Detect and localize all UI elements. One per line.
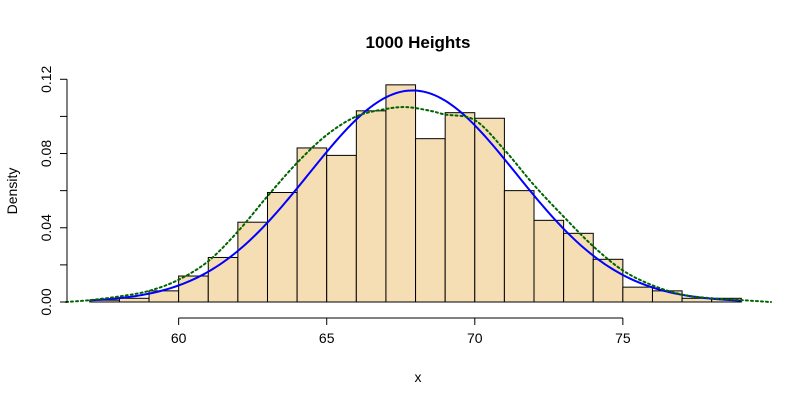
y-axis-label: Density bbox=[4, 168, 20, 215]
x-tick-label: 65 bbox=[319, 330, 335, 346]
chart-title: 1000 Heights bbox=[366, 33, 471, 52]
histogram-bar bbox=[118, 297, 150, 303]
histogram-bar bbox=[415, 138, 446, 303]
histogram-bar bbox=[237, 221, 268, 303]
histogram-bar bbox=[533, 219, 565, 303]
y-tick-label: 0.04 bbox=[38, 214, 54, 241]
histogram-bar bbox=[444, 112, 476, 303]
density-estimate-line bbox=[65, 106, 772, 303]
histogram-bar bbox=[563, 232, 594, 303]
x-tick-label: 70 bbox=[467, 330, 483, 346]
histogram-bar bbox=[503, 190, 535, 303]
y-tick-label: 0.00 bbox=[38, 288, 54, 315]
histogram-bar bbox=[326, 154, 357, 303]
curves-group bbox=[65, 89, 772, 303]
histogram-bar bbox=[355, 110, 387, 303]
normal-curve-line bbox=[89, 89, 742, 302]
x-tick-label: 75 bbox=[615, 330, 631, 346]
y-tick-label: 0.12 bbox=[38, 65, 54, 92]
y-axis: 0.00 0.04 0.08 0.12 bbox=[38, 65, 68, 316]
x-axis: 60 65 70 75 bbox=[171, 317, 631, 346]
histogram-bar bbox=[266, 191, 298, 303]
y-tick-label: 0.08 bbox=[38, 140, 54, 167]
histogram-bar bbox=[207, 256, 239, 303]
bars-group bbox=[89, 84, 742, 303]
histogram-bar bbox=[622, 286, 653, 303]
x-axis-label: x bbox=[415, 369, 422, 385]
histogram-bar bbox=[474, 117, 505, 303]
x-tick-label: 60 bbox=[171, 330, 187, 346]
histogram-bar bbox=[385, 84, 417, 303]
